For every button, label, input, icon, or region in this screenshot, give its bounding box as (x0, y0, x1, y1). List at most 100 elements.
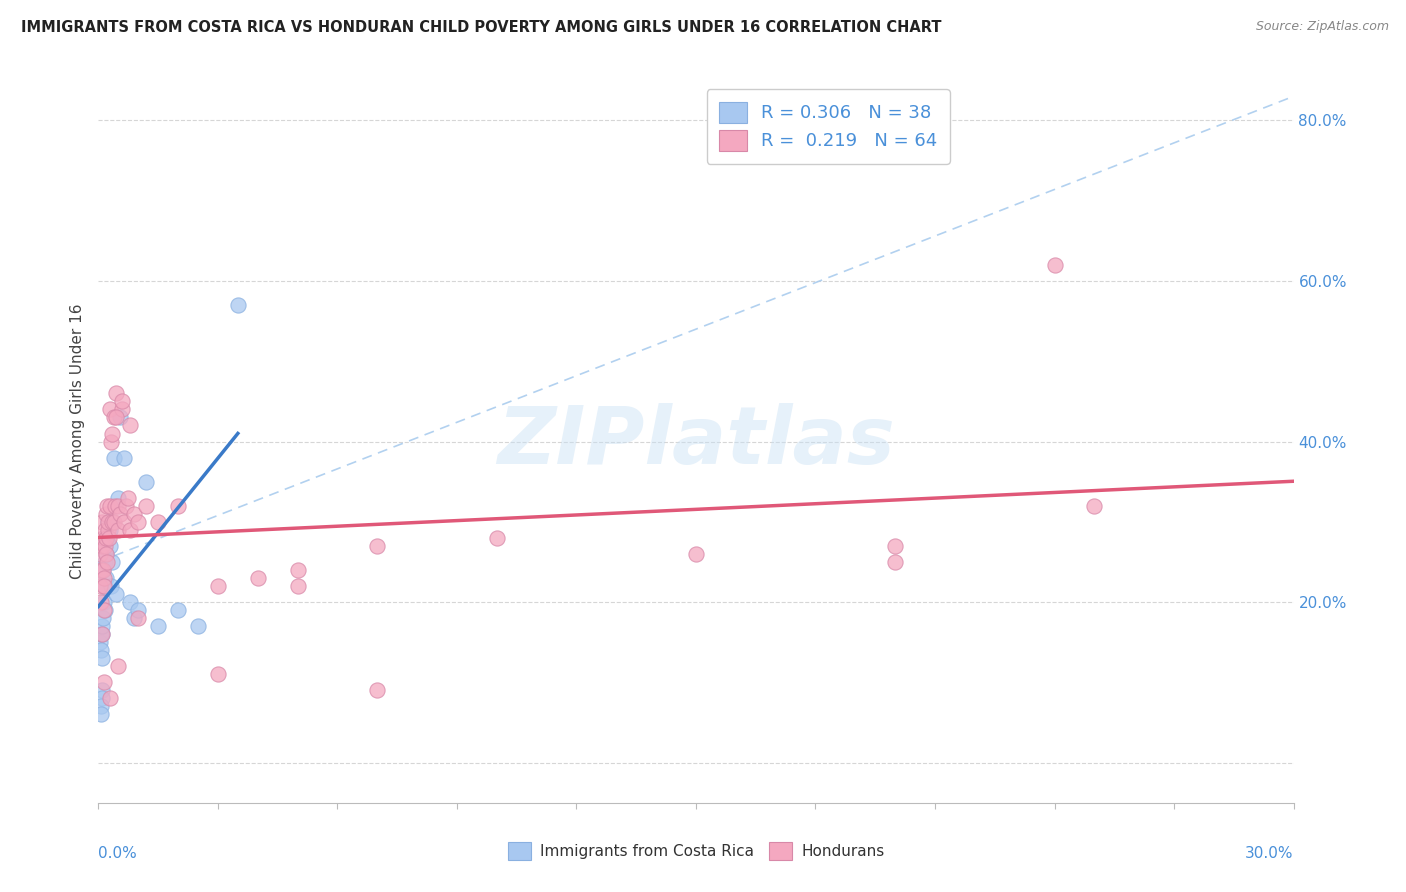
Text: ZIPlatlas: ZIPlatlas (498, 402, 894, 481)
Point (1083, 499, 1105, 513)
Point (105, 410, 128, 425)
Point (90, 683, 112, 698)
Point (97, 515, 120, 529)
Point (101, 555, 124, 569)
Point (94, 603, 117, 617)
Point (120, 418, 142, 433)
Point (90, 699, 112, 714)
Point (93, 595, 115, 609)
Point (96, 547, 118, 561)
Point (96, 531, 118, 545)
Point (96, 499, 118, 513)
Point (127, 515, 149, 529)
Point (90, 643, 112, 657)
Legend: Immigrants from Costa Rica, Hondurans: Immigrants from Costa Rica, Hondurans (501, 835, 891, 867)
Point (127, 603, 149, 617)
Point (90, 707, 112, 722)
Point (91, 627, 114, 641)
Point (107, 491, 129, 505)
Point (111, 402, 134, 417)
Point (90, 651, 112, 665)
Text: 30.0%: 30.0% (1246, 847, 1294, 861)
Point (91, 563, 114, 577)
Point (115, 499, 138, 513)
Point (110, 507, 132, 521)
Point (89, 579, 111, 593)
Point (97, 515, 120, 529)
Point (111, 394, 134, 409)
Point (91, 691, 114, 706)
Point (91, 563, 114, 577)
Point (124, 507, 146, 521)
Point (98, 691, 122, 706)
Point (93, 579, 115, 593)
Text: IMMIGRANTS FROM COSTA RICA VS HONDURAN CHILD POVERTY AMONG GIRLS UNDER 16 CORREL: IMMIGRANTS FROM COSTA RICA VS HONDURAN C… (21, 20, 942, 35)
Point (91, 611, 114, 625)
Point (93, 603, 115, 617)
Point (685, 547, 707, 561)
Point (135, 499, 157, 513)
Point (101, 426, 124, 441)
Point (124, 611, 146, 625)
Point (107, 659, 129, 673)
Point (112, 450, 135, 465)
Point (96, 531, 118, 545)
Point (91, 619, 114, 633)
Point (89, 547, 111, 561)
Point (120, 595, 142, 609)
Y-axis label: Child Poverty Among Girls Under 16: Child Poverty Among Girls Under 16 (69, 304, 84, 579)
Point (884, 555, 907, 569)
Point (135, 475, 157, 489)
Point (101, 515, 124, 529)
Point (93, 539, 115, 553)
Point (93, 579, 115, 593)
Point (98, 499, 121, 513)
Point (246, 571, 269, 585)
Point (117, 491, 139, 505)
Point (287, 563, 309, 577)
Point (107, 499, 129, 513)
Point (112, 515, 135, 529)
Point (94, 523, 117, 537)
Point (207, 579, 229, 593)
Point (90, 539, 112, 553)
Point (366, 683, 388, 698)
Point (98, 402, 122, 417)
Point (120, 523, 142, 537)
Point (93, 571, 115, 585)
Point (485, 531, 508, 545)
Point (148, 619, 170, 633)
Point (167, 499, 190, 513)
Point (93, 675, 115, 690)
Point (207, 667, 229, 681)
Point (91, 531, 114, 545)
Point (98, 539, 121, 553)
Point (90, 627, 112, 641)
Point (98, 523, 122, 537)
Point (167, 603, 190, 617)
Point (103, 410, 125, 425)
Point (107, 523, 129, 537)
Point (366, 539, 388, 553)
Point (884, 539, 907, 553)
Point (96, 555, 118, 569)
Point (103, 515, 125, 529)
Point (98, 531, 121, 545)
Point (89, 635, 111, 649)
Point (90, 595, 112, 609)
Point (1043, 258, 1066, 272)
Point (226, 298, 249, 312)
Point (187, 619, 209, 633)
Point (100, 579, 122, 593)
Point (94, 507, 117, 521)
Point (90, 563, 112, 577)
Point (94, 571, 117, 585)
Point (94, 555, 117, 569)
Point (103, 450, 125, 465)
Point (104, 499, 127, 513)
Point (97, 523, 120, 537)
Point (110, 410, 132, 425)
Point (105, 386, 128, 401)
Text: Source: ZipAtlas.com: Source: ZipAtlas.com (1256, 20, 1389, 33)
Point (127, 611, 149, 625)
